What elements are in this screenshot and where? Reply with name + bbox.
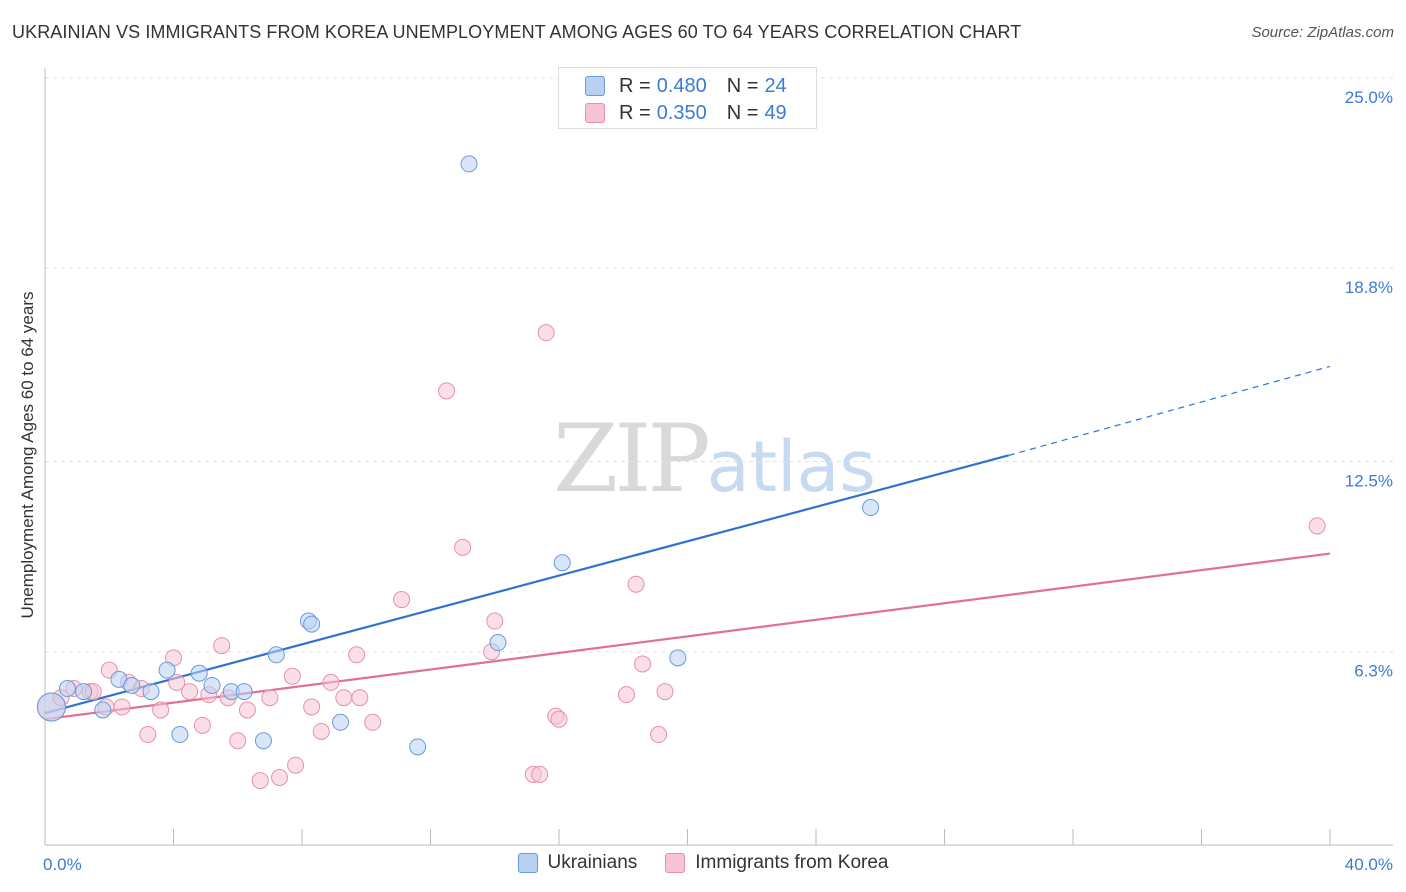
source-label: Source: ZipAtlas.com — [1251, 24, 1394, 41]
korea-point — [229, 732, 247, 750]
korea-point — [486, 612, 504, 630]
korea-point — [656, 683, 674, 701]
korea-point — [438, 382, 456, 400]
ukrainian-point — [409, 738, 427, 756]
korea-point — [351, 689, 369, 707]
watermark-atlas: atlas — [706, 426, 876, 508]
ukrainian-point — [460, 155, 478, 173]
korea-point — [531, 765, 549, 783]
axes — [44, 68, 1393, 846]
y-tick-label: 6.3% — [1354, 662, 1393, 681]
ukrainian-point — [254, 732, 272, 750]
watermark-zip: ZIP — [553, 405, 711, 514]
chart-title: UKRAINIAN VS IMMIGRANTS FROM KOREA UNEMP… — [12, 22, 1022, 42]
legend-swatch-pink — [585, 103, 605, 123]
korea-point — [193, 716, 211, 734]
legend-row-ukrainians: R = 0.480 N = 24 — [585, 73, 807, 99]
korea-point — [550, 710, 568, 728]
korea-point — [312, 722, 330, 740]
korea-point — [113, 698, 131, 716]
korea-point — [271, 769, 289, 787]
legend-label-korea: Immigrants from Korea — [695, 852, 889, 873]
ukrainian-point — [669, 649, 687, 667]
legend-r-label: R = — [619, 101, 651, 124]
tick-labels: 6.3% 12.5% 18.8% 25.0% 0.0% 40.0% — [43, 88, 1393, 874]
ukrainian-point — [190, 664, 208, 682]
stats-legend: R = 0.480 N = 24 R = 0.350 N = 49 — [558, 67, 817, 129]
ukrainian-point — [332, 713, 350, 731]
ukrainian-point — [58, 680, 76, 698]
korea-point — [283, 667, 301, 685]
korea-point — [139, 726, 157, 744]
korea-point — [617, 686, 635, 704]
legend-swatch-blue — [585, 76, 605, 96]
korea-point — [261, 689, 279, 707]
legend-r-value: 0.480 — [656, 74, 707, 97]
legend-n-value: 49 — [764, 101, 787, 124]
korea-point — [650, 726, 668, 744]
legend-r-label: R = — [619, 74, 651, 97]
legend-swatch-blue — [517, 853, 538, 873]
legend-n-label: N = — [726, 101, 759, 124]
y-tick-label: 18.8% — [1345, 278, 1393, 297]
ukrainian-point — [235, 683, 253, 701]
y-tick-label: 25.0% — [1345, 88, 1393, 107]
y-tick-label: 12.5% — [1345, 472, 1393, 491]
korea-point — [537, 324, 555, 342]
legend-n-value: 24 — [764, 74, 787, 97]
korea-point — [393, 591, 411, 609]
ukrainian-point — [171, 726, 189, 744]
korea-point — [335, 689, 353, 707]
ukrainian-point — [94, 701, 112, 719]
korea-point — [322, 673, 340, 691]
ukrainian-trend-line — [44, 454, 1010, 715]
korea-trend-line — [44, 552, 1331, 721]
legend-n-label: N = — [726, 74, 759, 97]
legend-item-korea[interactable]: Immigrants from Korea — [665, 852, 889, 874]
grid-lines — [45, 77, 1393, 653]
korea-point — [287, 756, 305, 774]
korea-point — [348, 646, 366, 664]
legend-label-ukrainians: Ukrainians — [547, 852, 638, 873]
ukrainian-trend-extension — [1008, 365, 1331, 456]
ukrainian-point — [75, 683, 93, 701]
legend-item-ukrainians[interactable]: Ukrainians — [517, 852, 638, 874]
korea-point — [152, 701, 170, 719]
korea-point — [213, 637, 231, 655]
korea-point — [627, 575, 645, 593]
korea-point — [251, 772, 269, 790]
ukrainian-point — [303, 615, 321, 633]
x-tick-label-max: 40.0% — [1345, 855, 1393, 874]
ukrainian-point — [862, 499, 880, 517]
data-points — [36, 155, 1326, 790]
korea-point — [238, 701, 256, 719]
ukrainian-point — [142, 683, 160, 701]
series-legend: Ukrainians Immigrants from Korea — [0, 852, 1406, 874]
ukrainian-point — [553, 554, 571, 572]
watermark: ZIPatlas — [553, 405, 876, 514]
trend-lines — [44, 365, 1331, 721]
korea-point — [454, 538, 472, 556]
x-tick-label-min: 0.0% — [43, 855, 82, 874]
y-axis-label: Unemployment Among Ages 60 to 64 years — [18, 291, 37, 619]
korea-point — [181, 683, 199, 701]
ukrainian-point — [158, 661, 176, 679]
ukrainian-point — [267, 646, 285, 664]
legend-swatch-pink — [665, 853, 686, 873]
legend-r-value: 0.350 — [656, 101, 707, 124]
korea-point — [1308, 517, 1326, 535]
korea-point — [168, 673, 186, 691]
korea-point — [303, 698, 321, 716]
ukrainian-point — [203, 676, 221, 694]
ukrainian-point — [123, 676, 141, 694]
ukrainian-point — [489, 634, 507, 652]
ukrainian-point — [36, 692, 66, 722]
korea-point — [364, 713, 382, 731]
korea-point — [634, 655, 652, 673]
legend-row-korea: R = 0.350 N = 49 — [585, 100, 807, 126]
